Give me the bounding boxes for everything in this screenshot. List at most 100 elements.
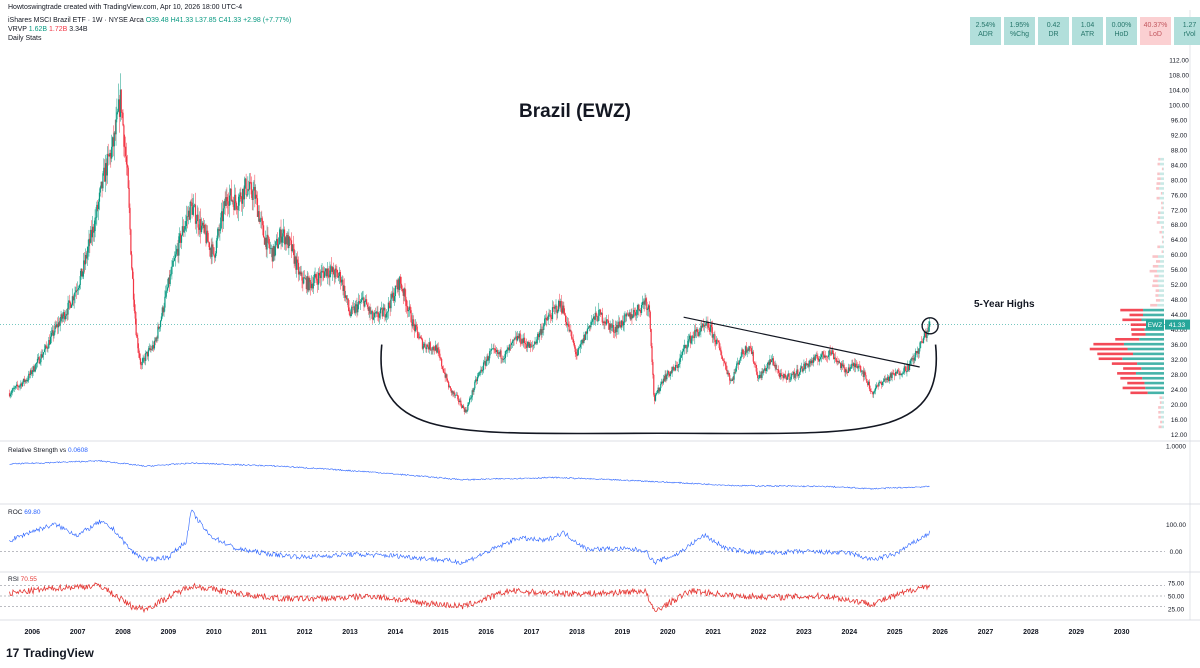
last-price-tag <box>1165 319 1190 330</box>
candle-body <box>744 346 747 355</box>
candle-body <box>833 353 835 360</box>
candle-body <box>703 325 706 327</box>
candle-body <box>180 233 182 243</box>
stat-rvol: 1.27 rVol <box>1174 17 1200 45</box>
candle-body <box>104 163 107 182</box>
volume-profile-down-bar <box>1111 362 1138 365</box>
candle-body <box>246 194 248 196</box>
candle-body <box>172 260 174 267</box>
volume-profile-down-bar <box>1159 401 1162 404</box>
candle-body <box>39 362 41 364</box>
candle-body <box>577 349 579 356</box>
candle-body <box>883 378 885 382</box>
candle-body <box>397 279 399 290</box>
candle-body <box>877 385 879 387</box>
candle-body <box>302 280 304 284</box>
pane-tick-label: 100.00 <box>1166 522 1186 529</box>
symbol-legend[interactable]: iShares MSCI Brazil ETF · 1W · NYSE Arca… <box>8 16 291 25</box>
volume-profile-down-bar <box>1158 415 1161 419</box>
candle-body <box>514 337 516 340</box>
candle-body <box>341 279 343 282</box>
volume-profile-up-bar <box>1162 235 1164 239</box>
candle-body <box>446 374 448 381</box>
candle-body <box>619 321 621 325</box>
candle-body <box>741 349 743 357</box>
candle-body <box>416 326 418 332</box>
candle-body <box>813 357 816 361</box>
candle-body <box>280 229 282 243</box>
candle-body <box>559 301 561 307</box>
candle-body <box>712 334 714 338</box>
roc-pane-title: ROC 69.80 <box>8 509 41 516</box>
candle-body <box>844 367 846 373</box>
vrvp-legend[interactable]: VRVP 1.62B 1.72B 3.34B <box>8 25 88 34</box>
candle-body <box>728 372 730 376</box>
candle-body <box>94 217 96 232</box>
price-tick-label: 100.00 <box>1169 102 1189 109</box>
candle-body <box>714 334 716 343</box>
candle-body <box>128 187 130 208</box>
volume-profile-down-bar <box>1130 323 1148 326</box>
daily-stats-label[interactable]: Daily Stats <box>8 35 42 42</box>
five-year-high-circle <box>921 317 939 335</box>
tradingview-footer[interactable]: 17 TradingView <box>6 646 94 660</box>
volume-profile-down-bar <box>1123 367 1142 370</box>
candle-body <box>379 313 381 318</box>
candle-body <box>607 320 609 324</box>
candle-body <box>112 137 115 147</box>
volume-profile-down-bar <box>1097 352 1134 356</box>
candle-body <box>510 344 512 346</box>
volume-profile-up-bar <box>1161 396 1164 399</box>
candle-body <box>630 314 632 320</box>
candle-body <box>165 291 167 297</box>
candle-body <box>561 308 563 313</box>
candle-body <box>676 365 678 368</box>
volume-profile-up-bar <box>1145 333 1164 336</box>
candle-body <box>766 363 768 369</box>
volume-profile-up-bar <box>1158 294 1164 297</box>
candle-body <box>573 342 575 347</box>
candle-body <box>616 325 618 333</box>
candle-body <box>152 345 155 349</box>
candle-body <box>126 164 128 168</box>
candle-body <box>688 335 691 340</box>
candle-body <box>667 370 669 376</box>
symbol-name: iShares MSCI Brazil ETF · 1W · NYSE Arca <box>8 17 144 24</box>
candle-body <box>151 348 153 350</box>
candle-body <box>250 182 252 195</box>
candle-body <box>400 283 403 289</box>
candle-body <box>700 325 702 332</box>
candle-body <box>662 378 664 384</box>
candle-body <box>735 368 737 373</box>
volume-profile-up-bar <box>1159 172 1164 176</box>
candle-body <box>824 355 826 358</box>
candle-body <box>413 324 416 332</box>
candle-body <box>163 307 165 313</box>
candle-body <box>442 368 444 373</box>
volume-profile-up-bar <box>1161 401 1164 404</box>
candle-body <box>519 333 521 343</box>
candle-body <box>867 382 869 386</box>
candle-body <box>717 340 719 343</box>
volume-profile-down-bar <box>1117 372 1136 375</box>
candle-body <box>833 357 836 360</box>
candle-body <box>214 255 216 258</box>
volume-profile-down-bar <box>1120 308 1144 312</box>
candle-body <box>639 310 641 311</box>
candle-body <box>596 315 598 322</box>
candle-body <box>438 350 440 354</box>
candle-body <box>124 146 126 148</box>
candle-body <box>359 301 362 303</box>
candle-body <box>290 240 293 252</box>
price-tick-label: 92.00 <box>1171 132 1188 139</box>
volume-profile-up-bar <box>1135 372 1164 375</box>
candle-body <box>868 381 871 389</box>
candle-body <box>84 254 87 265</box>
candle-body <box>701 325 703 328</box>
candle-body <box>388 302 390 306</box>
candle-body <box>111 137 114 147</box>
candle-body <box>546 320 548 321</box>
candle-body <box>185 221 187 227</box>
candle-body <box>244 178 246 186</box>
candle-body <box>158 326 160 329</box>
